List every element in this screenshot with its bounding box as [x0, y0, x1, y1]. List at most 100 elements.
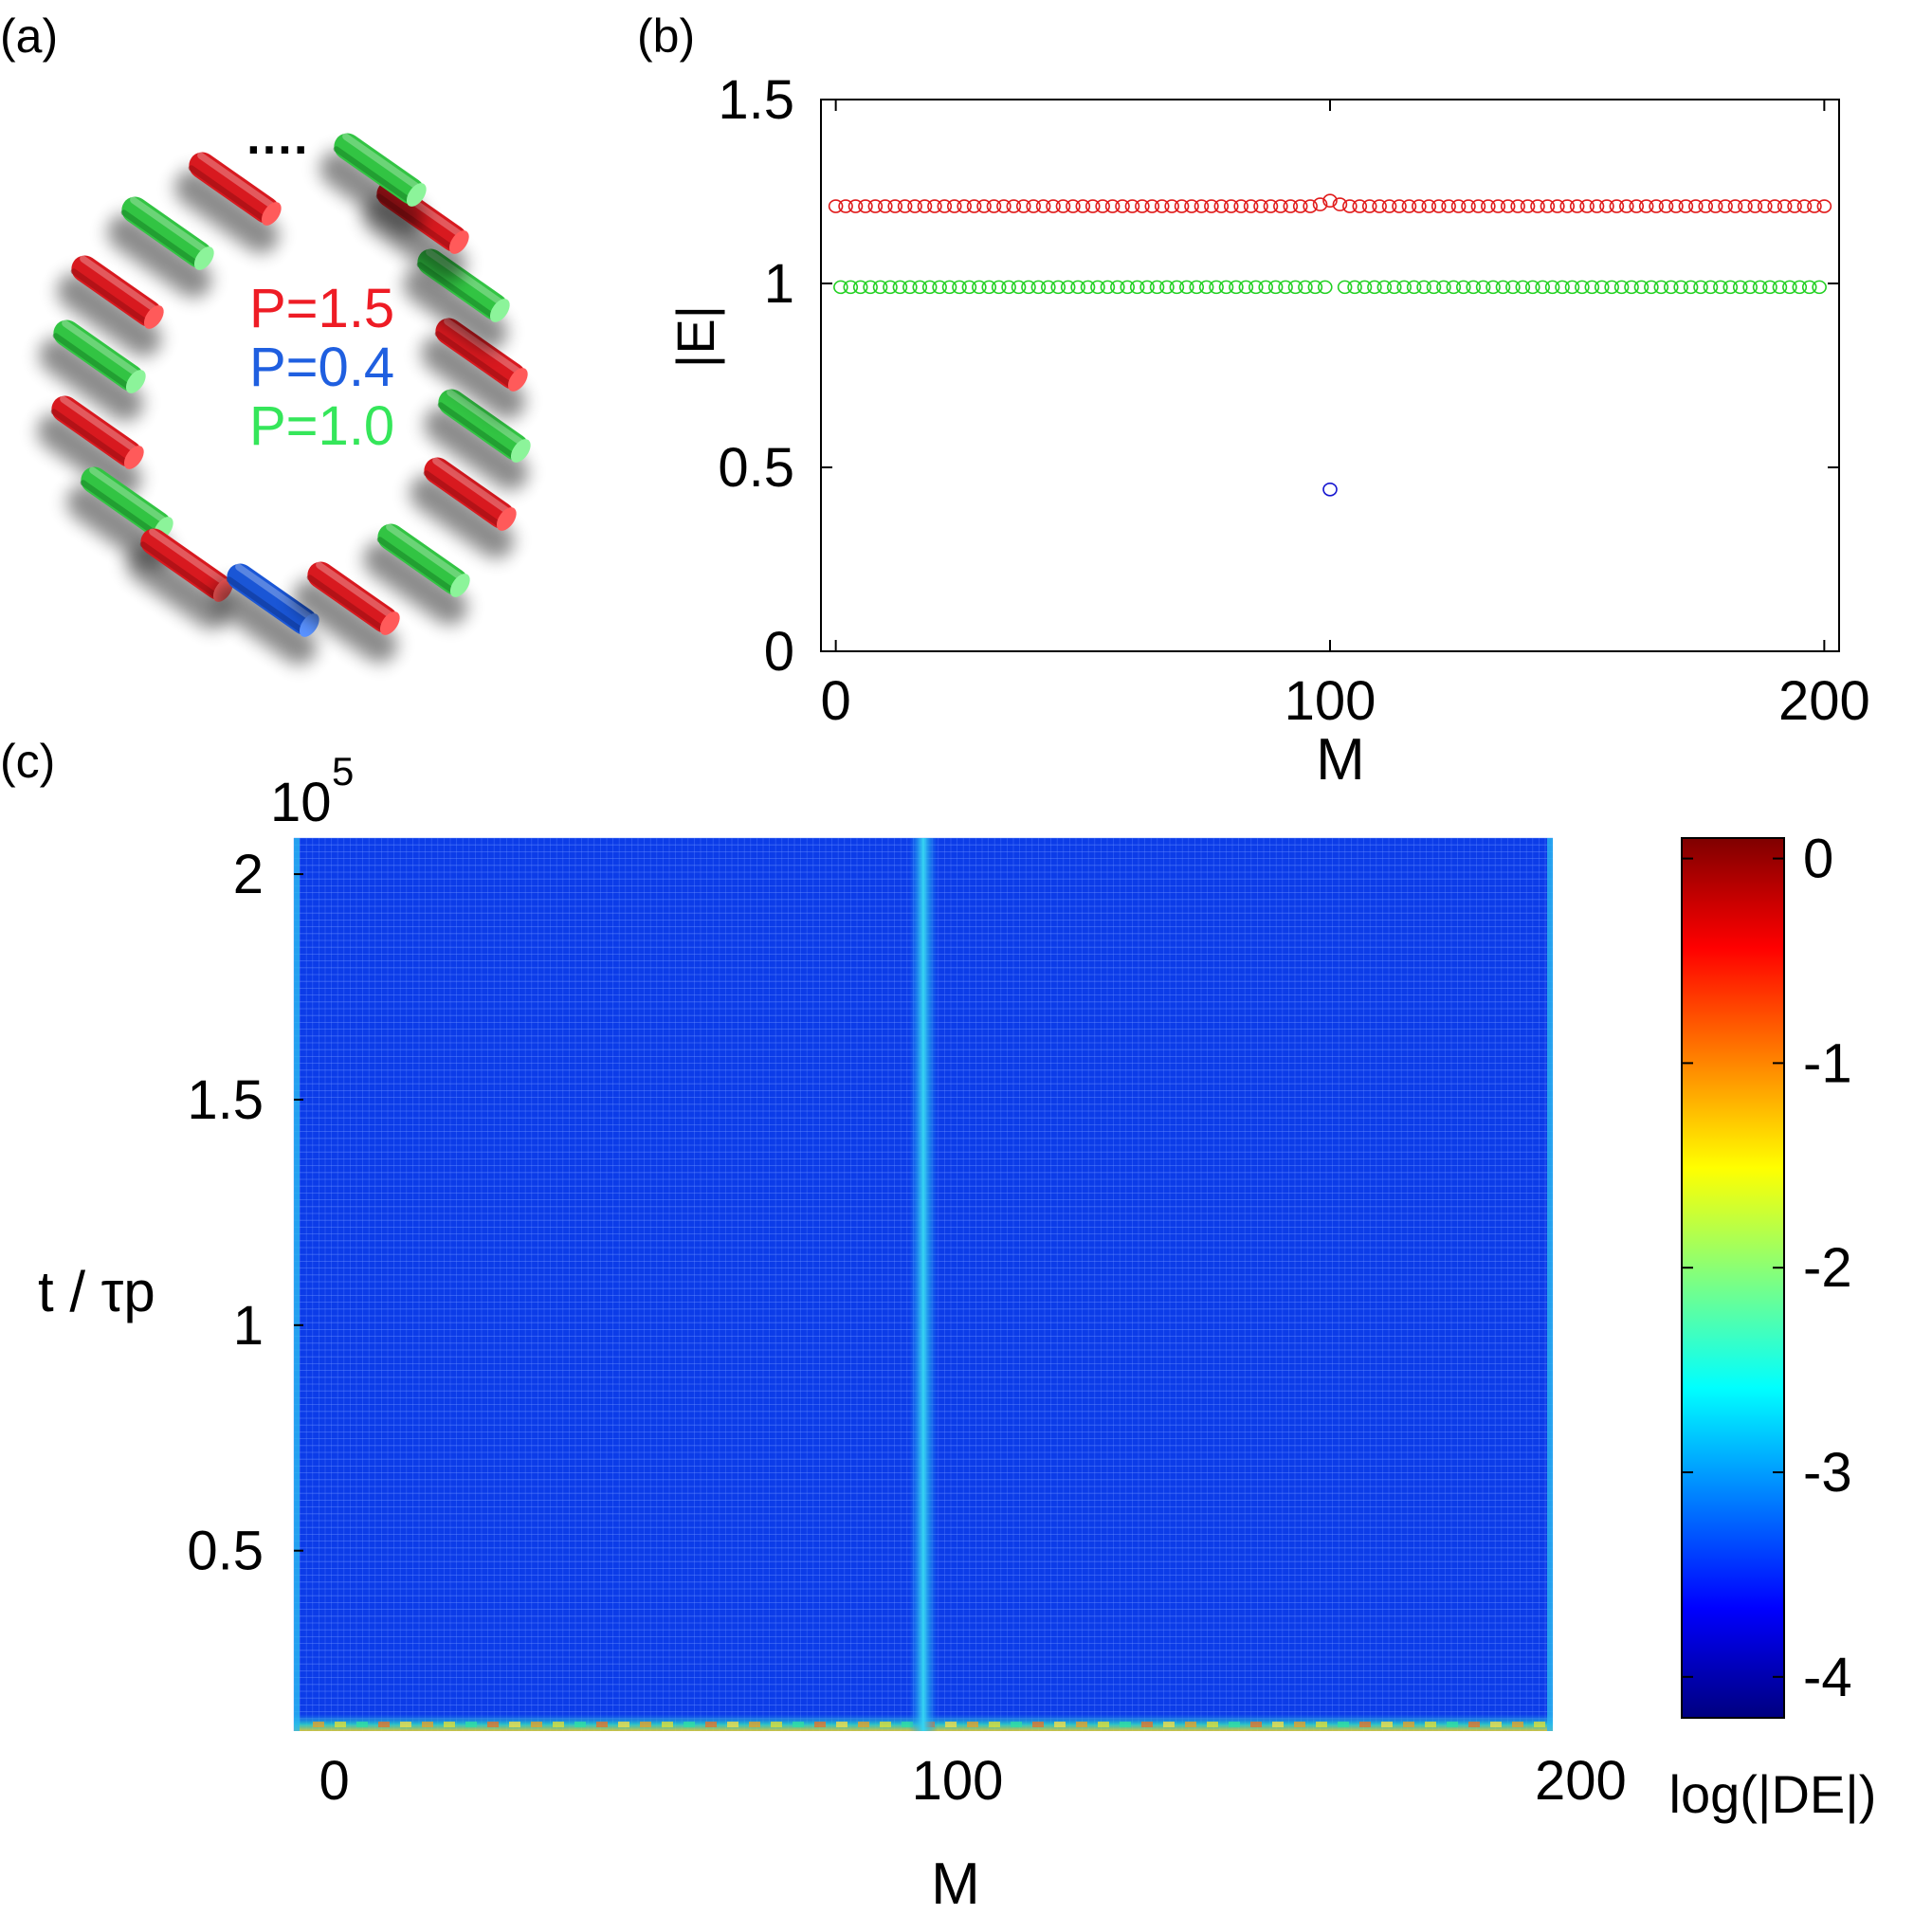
colorbar-ticks: 0 -1 -2 -3 -4 — [1682, 829, 1852, 1708]
transient-spot — [880, 1722, 891, 1727]
scatter-point — [946, 199, 962, 213]
rod-shade — [437, 402, 517, 460]
transient-spot — [356, 1722, 368, 1727]
rod-shade — [120, 210, 200, 267]
panel-label-b: (b) — [637, 9, 695, 63]
rod-shade — [70, 268, 150, 326]
scatter-point — [1030, 280, 1047, 295]
scatter-point — [1816, 199, 1832, 213]
scatter-point — [1555, 280, 1570, 295]
rod-red — [37, 395, 144, 498]
scatter-point — [1738, 199, 1753, 213]
colorbar-gradient — [1681, 837, 1785, 1719]
rod-body — [189, 152, 280, 224]
rod-shadow — [212, 580, 318, 666]
rod-body — [140, 528, 231, 600]
scatter-point — [1011, 280, 1027, 295]
rod-highlight — [62, 319, 141, 377]
rod-shade — [50, 409, 130, 466]
panel-label-c: (c) — [0, 735, 55, 788]
scatter-point — [1668, 199, 1684, 213]
scatter-point — [1722, 280, 1739, 295]
scatter-point — [927, 199, 942, 213]
y-tick-label: 1 — [764, 253, 794, 315]
transient-spot — [1403, 1722, 1414, 1727]
rod-body — [81, 466, 172, 538]
scatter-point — [1752, 280, 1768, 295]
scatter-point — [1510, 199, 1525, 213]
scatter-point — [848, 199, 864, 213]
y-tick-label: 2 — [233, 844, 264, 905]
transient-spot — [1468, 1722, 1480, 1727]
transient-spot — [945, 1722, 957, 1727]
scatter-point — [1559, 199, 1576, 213]
scatter-point — [1287, 280, 1303, 295]
scatter-point — [858, 199, 873, 213]
y-tick-label: 1.5 — [718, 69, 794, 131]
scatter-point — [1609, 199, 1625, 213]
scatter-point — [883, 280, 898, 295]
scatter-point — [1599, 199, 1614, 213]
scatter-point — [1678, 199, 1694, 213]
rod-cap — [449, 574, 470, 597]
colorbar: 0 -1 -2 -3 -4 log(|DE|) — [1669, 829, 1877, 1824]
transient-spot — [574, 1722, 586, 1727]
scatter-point — [1209, 280, 1224, 295]
scatter-point — [1303, 199, 1318, 213]
scatter-point — [1337, 280, 1353, 295]
scatter-point — [1129, 280, 1145, 295]
colorbar-tick-label: -2 — [1803, 1237, 1852, 1299]
scatter-point — [1357, 280, 1373, 295]
scatter-point — [1653, 280, 1669, 295]
scatter-point — [1189, 280, 1205, 295]
rod-body — [121, 196, 212, 268]
transient-spot — [1316, 1722, 1327, 1727]
panel-b-scatter: 0 100 200 0 0.5 1 1.5 M |E| — [665, 69, 1870, 793]
scatter-point — [1307, 280, 1323, 295]
scatter-point — [833, 280, 848, 295]
transient-spot — [1185, 1722, 1196, 1727]
scatter-point — [863, 280, 878, 295]
rod-highlight — [447, 389, 526, 447]
scatter-point — [1006, 199, 1022, 213]
rod-shade — [423, 470, 502, 528]
transient-spot — [1359, 1722, 1371, 1727]
scatter-point — [1139, 280, 1155, 295]
transient-spot — [1054, 1722, 1066, 1727]
scatter-point — [1050, 280, 1066, 295]
scatter-point — [1594, 280, 1610, 295]
scatter-point — [1066, 199, 1081, 213]
scatter-point — [1470, 199, 1486, 213]
transient-spot — [1032, 1722, 1044, 1727]
scatter-point — [1046, 199, 1061, 213]
x-tick-label: 100 — [912, 1750, 1004, 1812]
transient-spot — [1229, 1722, 1240, 1727]
scatter-point — [1386, 280, 1402, 295]
scatter-point — [1485, 280, 1501, 295]
scatter-point — [1317, 280, 1333, 295]
y-tick-label: 0.5 — [718, 437, 794, 499]
scatter-point — [1322, 193, 1338, 208]
transient-spot — [553, 1722, 564, 1727]
scatter-point — [1683, 280, 1699, 295]
rod-body — [53, 319, 144, 392]
scatter-point — [1426, 280, 1442, 295]
colorbar-tick-label: 0 — [1803, 829, 1833, 890]
scatter-point — [1575, 280, 1590, 295]
scatter-point — [1663, 280, 1679, 295]
scatter-point — [1461, 199, 1476, 213]
rod-cap — [496, 507, 517, 531]
scatter-point — [1569, 199, 1585, 213]
scatter-point — [1436, 280, 1451, 295]
scatter-point — [1644, 280, 1659, 295]
rod-green — [319, 133, 427, 235]
scatter-point — [1312, 197, 1328, 211]
scatter-point — [1401, 199, 1417, 213]
panel-c-heatmap: 0 100 200 0.5 1 1.5 2 10 5 M t / τp — [38, 749, 1627, 1915]
rod-blue — [212, 563, 319, 666]
scatter-point — [1658, 199, 1674, 213]
scatter-point — [1520, 199, 1536, 213]
transient-spot — [662, 1722, 673, 1727]
scatter-point — [1120, 280, 1136, 295]
scatter-point — [1248, 280, 1264, 295]
